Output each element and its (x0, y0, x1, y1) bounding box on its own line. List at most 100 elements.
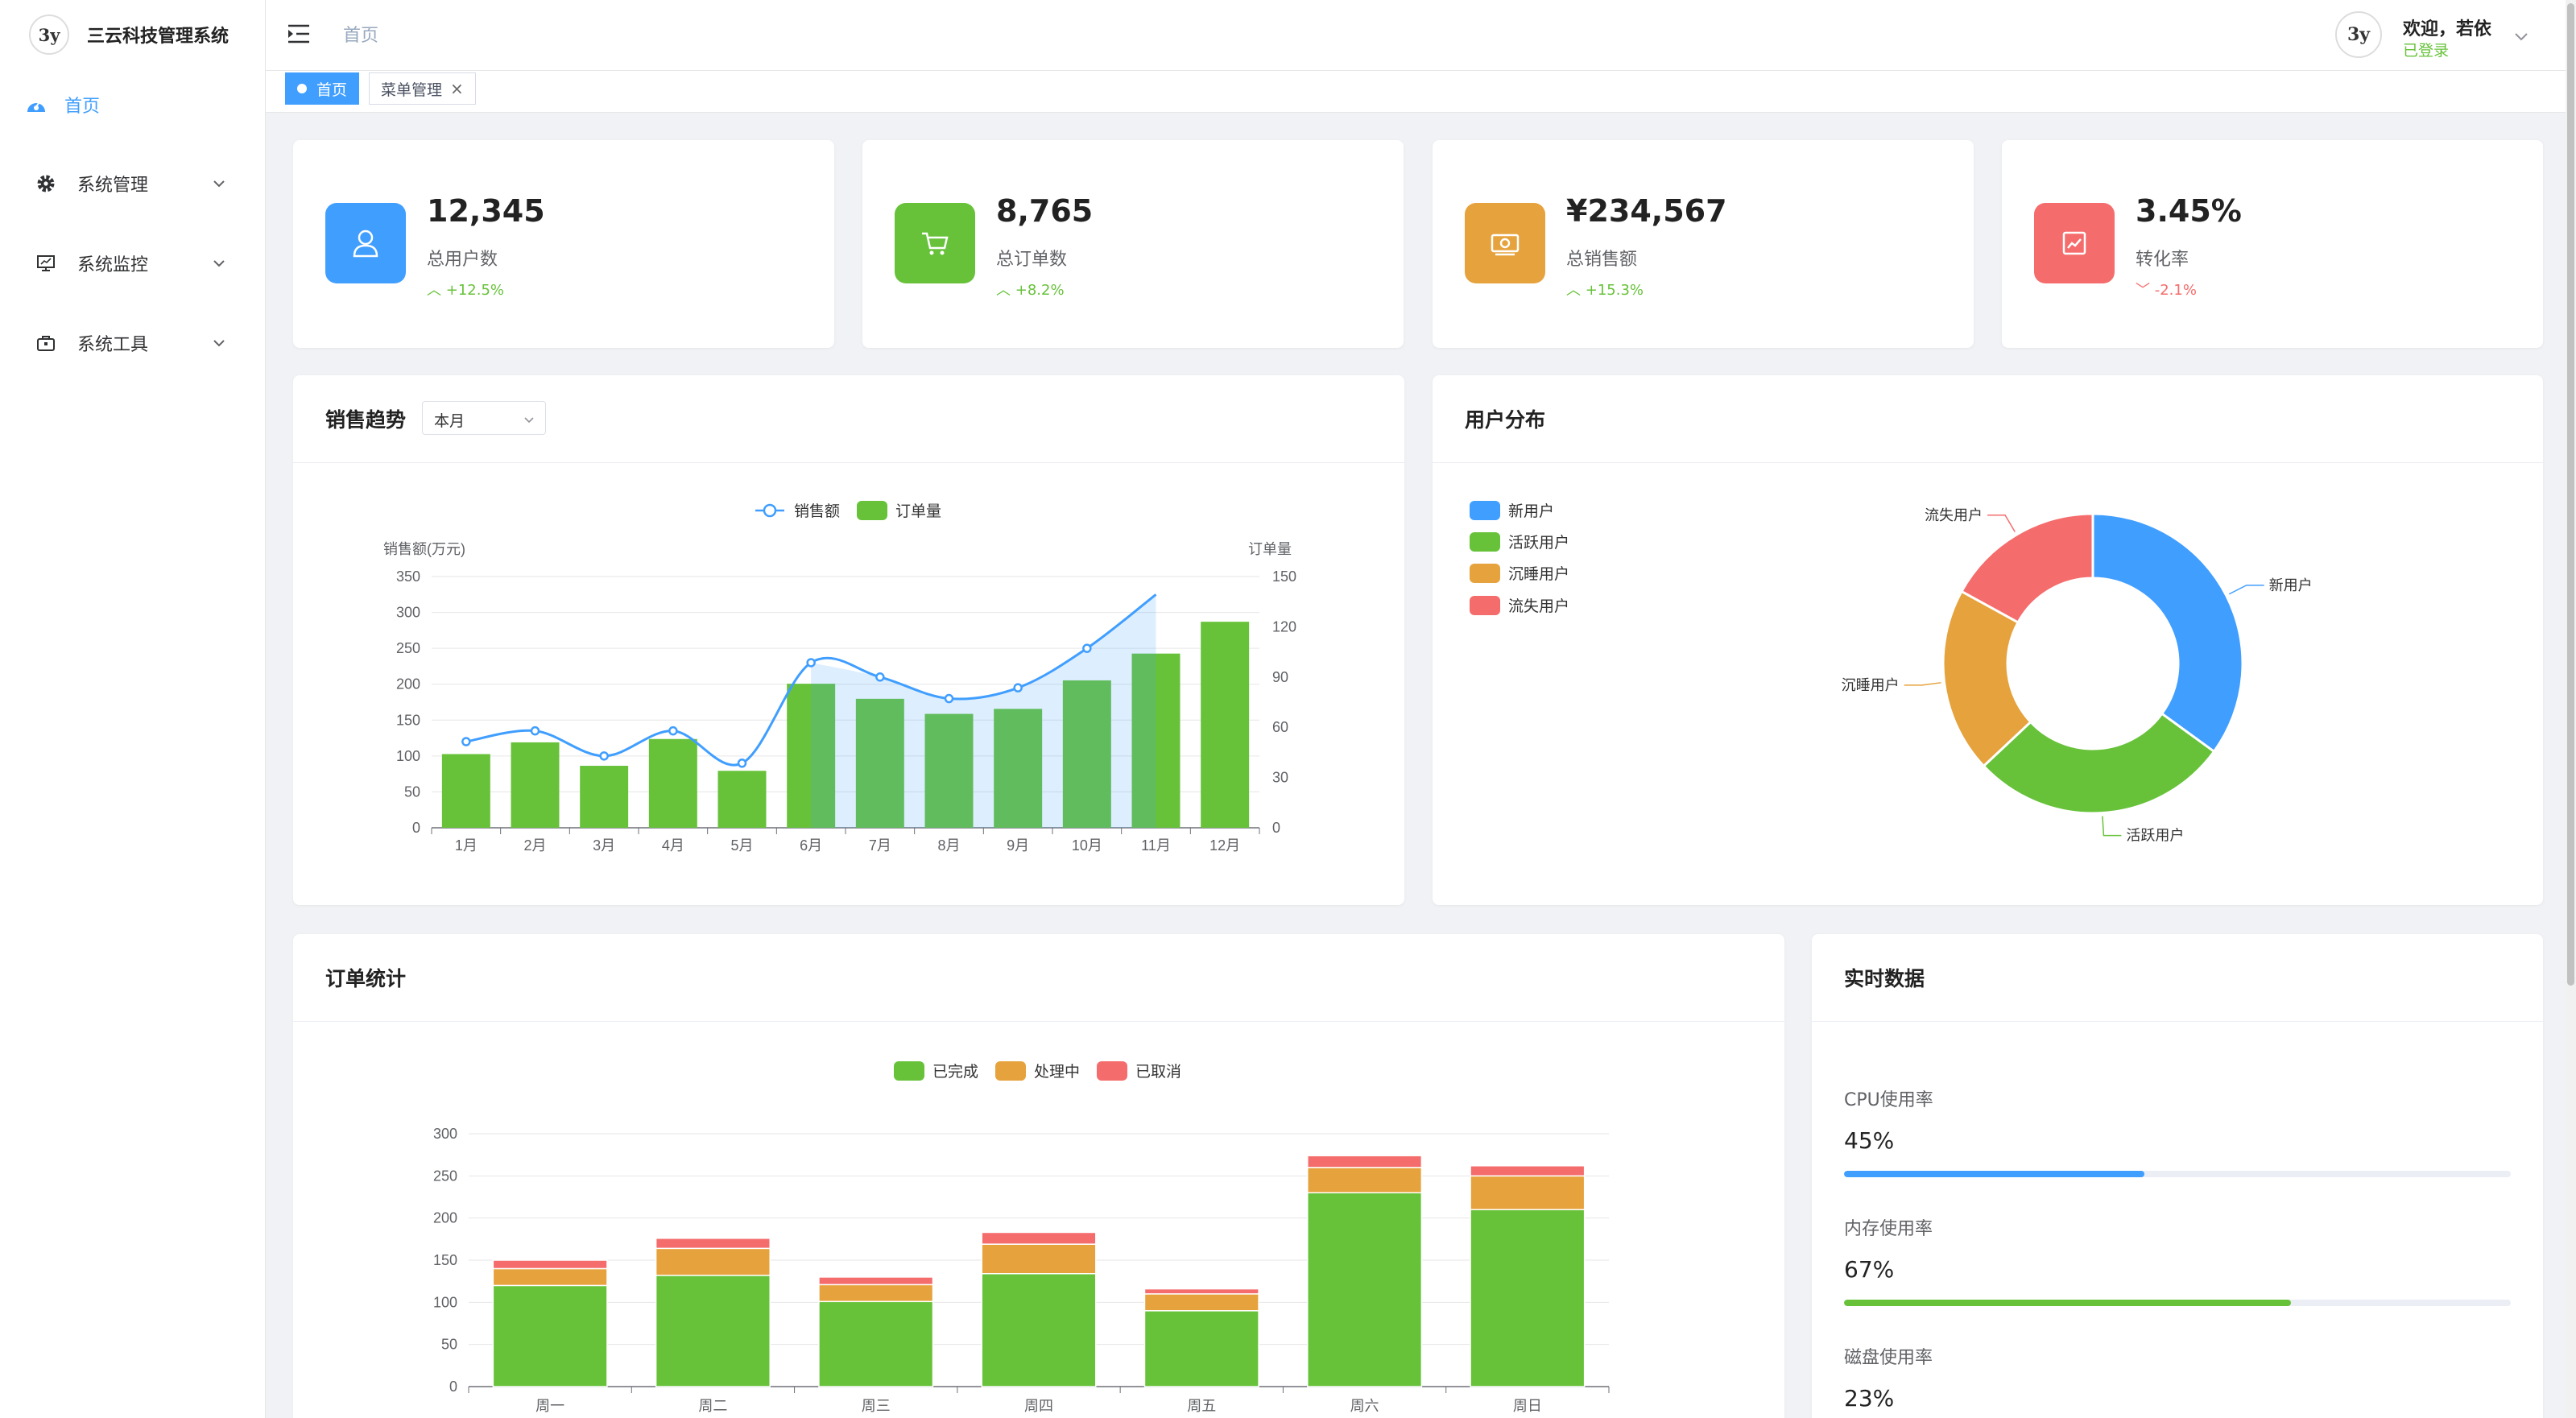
y-tick-label-right: 0 (1272, 820, 1280, 836)
legend-item-completed[interactable]: 已完成 (894, 1060, 978, 1081)
y-tick-label-left: 300 (396, 605, 420, 621)
legend-item-processing[interactable]: 处理中 (995, 1060, 1080, 1081)
order-statistics-chart: 0 50 100 150 200 250 300 周一 周二 周三 周四 周五 周六 周日 (433, 1126, 1610, 1414)
bar-segment (1143, 1293, 1259, 1312)
chevron-down-icon (211, 176, 227, 196)
chevron-down-icon[interactable] (2512, 27, 2530, 48)
bar-segment (818, 1284, 934, 1303)
bar (855, 698, 904, 828)
legend-item-new-users[interactable]: 新用户 (1470, 499, 1554, 521)
x-tick-label: 4月 (662, 837, 684, 854)
pie-slice (1941, 589, 2032, 768)
select-value: 本月 (434, 412, 465, 430)
bar (787, 684, 836, 828)
active-dot-icon (297, 84, 307, 93)
cpu-usage-value: 45% (1844, 1127, 1895, 1154)
user-welcome[interactable]: 欢迎，若依 (2403, 19, 2492, 39)
stat-card-sales: ¥234,567 总销售额 ︿ +15.3% (1433, 140, 1974, 348)
x-tick-label: 7月 (869, 837, 891, 854)
logo-mark: 3y (29, 14, 69, 55)
card-title: 实时数据 (1844, 967, 1925, 990)
y-tick-label-left: 0 (412, 820, 420, 836)
trend-up-icon: ︿ (996, 282, 1011, 299)
tab-menu-management[interactable]: 菜单管理 × (369, 72, 476, 105)
y-tick-label: 200 (433, 1210, 457, 1226)
scrollbar-thumb[interactable] (2567, 3, 2574, 986)
memory-usage-progress (1844, 1300, 2511, 1306)
sidebar-item-home[interactable]: 首页 (0, 81, 266, 129)
toolbox-icon (34, 331, 58, 355)
divider (293, 1021, 1784, 1022)
top-navbar: 首页 3y 欢迎，若依 已登录 (266, 0, 2576, 71)
chevron-down-icon (211, 335, 227, 356)
sidebar-item-system-monitor[interactable]: 系统监控 (0, 239, 266, 287)
bar (648, 738, 697, 828)
trend-down-icon: ﹀ (2136, 282, 2150, 299)
bar (580, 766, 629, 828)
bar-segment (492, 1267, 608, 1287)
sidebar-item-system-management[interactable]: 系统管理 (0, 159, 266, 208)
tags-view: 首页 菜单管理 × (266, 71, 2576, 113)
y-tick-label-right: 150 (1272, 568, 1296, 585)
trend-up-icon: ︿ (1566, 282, 1581, 299)
sales-trend-chart: 销售额(万元) 订单量 0 50 100 150 200 250 300 350 0 30 60 90 12… (383, 541, 1296, 854)
realtime-data-card: 实时数据 CPU使用率 45% 内存使用率 67% 磁盘使用率 23% (1812, 934, 2543, 1418)
bar (441, 754, 490, 828)
user-distribution-card: 用户分布 新用户 活跃用户 沉睡用户 流失用户 新用户 活跃用户 沉睡用户 流失用户 (1433, 375, 2543, 905)
stat-label: 总订单数 (996, 250, 1068, 270)
y-tick-label-left: 50 (404, 783, 420, 800)
line-point (599, 751, 609, 761)
x-tick-label: 周一 (535, 1398, 564, 1414)
menu-fold-icon[interactable] (287, 23, 311, 48)
pie-slice (1982, 712, 2216, 815)
y-axis-title-left: 销售额(万元) (383, 541, 465, 557)
app-logo[interactable]: 3y 三云科技管理系统 (29, 14, 229, 55)
breadcrumb[interactable]: 首页 (343, 26, 379, 46)
card-title: 订单统计 (325, 967, 407, 990)
disk-usage-value: 23% (1844, 1385, 1895, 1412)
stat-label: 总用户数 (427, 250, 498, 270)
pie-label: 沉睡用户 (1842, 677, 1900, 693)
chevron-down-icon (211, 255, 227, 276)
bar (511, 742, 560, 828)
progress-fill (1844, 1300, 2291, 1306)
sidebar-item-label: 首页 (64, 97, 101, 117)
stat-label: 总销售额 (1566, 250, 1638, 270)
stat-trend: ︿ +15.3% (1566, 282, 1644, 299)
bar (1201, 622, 1250, 828)
tab-home[interactable]: 首页 (285, 72, 360, 105)
divider (1812, 1021, 2543, 1022)
sidebar-item-system-tools[interactable]: 系统工具 (0, 319, 266, 367)
y-tick-label-left: 350 (396, 568, 420, 585)
period-select[interactable]: 本月 (422, 401, 546, 435)
stat-trend: ︿ +8.2% (996, 282, 1065, 299)
page-scrollbar[interactable] (2566, 0, 2576, 1418)
memory-usage-label: 内存使用率 (1844, 1219, 1933, 1239)
legend-item-sales[interactable]: 销售额 (754, 499, 840, 521)
legend-item-dormant-users[interactable]: 沉睡用户 (1470, 562, 1569, 584)
y-tick-label-right: 60 (1272, 719, 1288, 735)
avatar[interactable]: 3y (2335, 11, 2382, 58)
legend-item-orders[interactable]: 订单量 (857, 499, 941, 521)
x-tick-label: 周六 (1350, 1398, 1379, 1414)
x-tick-label: 8月 (937, 837, 960, 854)
bar-segment (818, 1276, 934, 1286)
legend-item-active-users[interactable]: 活跃用户 (1470, 531, 1569, 552)
bar-segment (1470, 1175, 1586, 1210)
user-icon (325, 203, 406, 283)
bar (924, 713, 974, 828)
trend-up-icon: ︿ (427, 282, 441, 299)
bar-segment (818, 1300, 934, 1387)
y-tick-label: 250 (433, 1168, 457, 1184)
legend-item-lost-users[interactable]: 流失用户 (1470, 594, 1569, 616)
bar-segment (492, 1284, 608, 1387)
sales-area (811, 594, 1156, 828)
y-tick-label-right: 30 (1272, 770, 1288, 786)
sidebar: 3y 三云科技管理系统 首页 系统管理 系统监控 系统工具 (0, 0, 266, 1418)
tab-label: 首页 (316, 81, 348, 99)
bar (1062, 680, 1111, 828)
stat-value: 3.45% (2136, 193, 2242, 229)
legend-item-cancelled[interactable]: 已取消 (1097, 1060, 1181, 1081)
tab-label: 菜单管理 (381, 81, 443, 99)
close-icon[interactable]: × (450, 79, 464, 98)
